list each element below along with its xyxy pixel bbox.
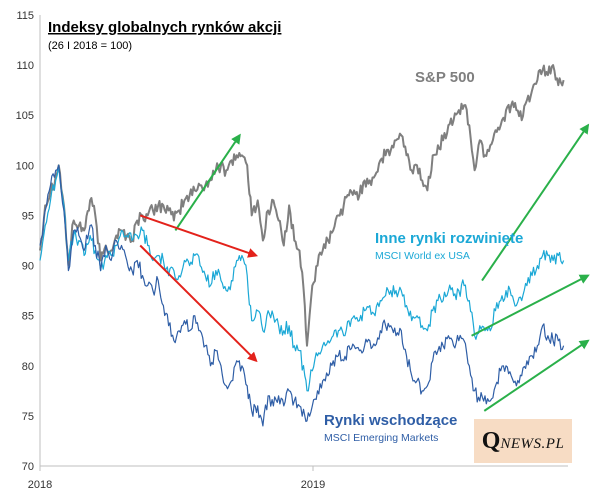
x-ticks: 2018 2019 (28, 466, 325, 491)
qnews-logo-text: QNEWS.PL (474, 428, 572, 455)
x-tick-label-2018: 2018 (28, 479, 52, 491)
label-sp500: S&P 500 (415, 69, 475, 86)
y-tick-label: 90 (22, 261, 34, 273)
y-tick-label: 80 (22, 361, 34, 373)
logo-q: Q (481, 428, 501, 454)
label-developed-markets-index: MSCI World ex USA (375, 250, 470, 262)
green-trend-arrow (471, 274, 590, 337)
y-ticks: 70 75 80 85 90 95 100 105 110 115 (16, 10, 34, 473)
y-tick-label: 70 (22, 461, 34, 473)
series-line-0 (39, 64, 565, 347)
logo-rest: NEWS.PL (500, 436, 565, 452)
green-trend-arrow (483, 339, 590, 412)
series-line-2 (39, 164, 565, 427)
trend-arrows (139, 123, 590, 412)
label-emerging-markets: Rynki wschodzące (324, 412, 457, 429)
y-tick-label: 100 (16, 160, 34, 172)
chart-title: Indeksy globalnych rynków akcji (48, 19, 281, 36)
x-tick-label-2019: 2019 (301, 479, 325, 491)
y-tick-label: 75 (22, 411, 34, 423)
axes (39, 15, 568, 467)
red-trend-arrow (139, 244, 258, 363)
y-tick-label: 105 (16, 110, 34, 122)
series-line-1 (39, 164, 565, 392)
green-trend-arrow (174, 133, 241, 232)
green-trend-arrow (481, 123, 590, 282)
y-tick-label: 110 (16, 60, 34, 72)
chart-subtitle: (26 I 2018 = 100) (48, 40, 132, 52)
label-emerging-markets-index: MSCI Emerging Markets (324, 432, 438, 444)
y-tick-label: 95 (22, 210, 34, 222)
series-lines (39, 64, 565, 427)
y-tick-label: 85 (22, 311, 34, 323)
label-developed-markets: Inne rynki rozwinięte (375, 230, 523, 247)
qnews-logo: QNEWS.PL (474, 419, 572, 463)
y-tick-label: 115 (16, 10, 34, 22)
red-trend-arrow (139, 214, 259, 258)
